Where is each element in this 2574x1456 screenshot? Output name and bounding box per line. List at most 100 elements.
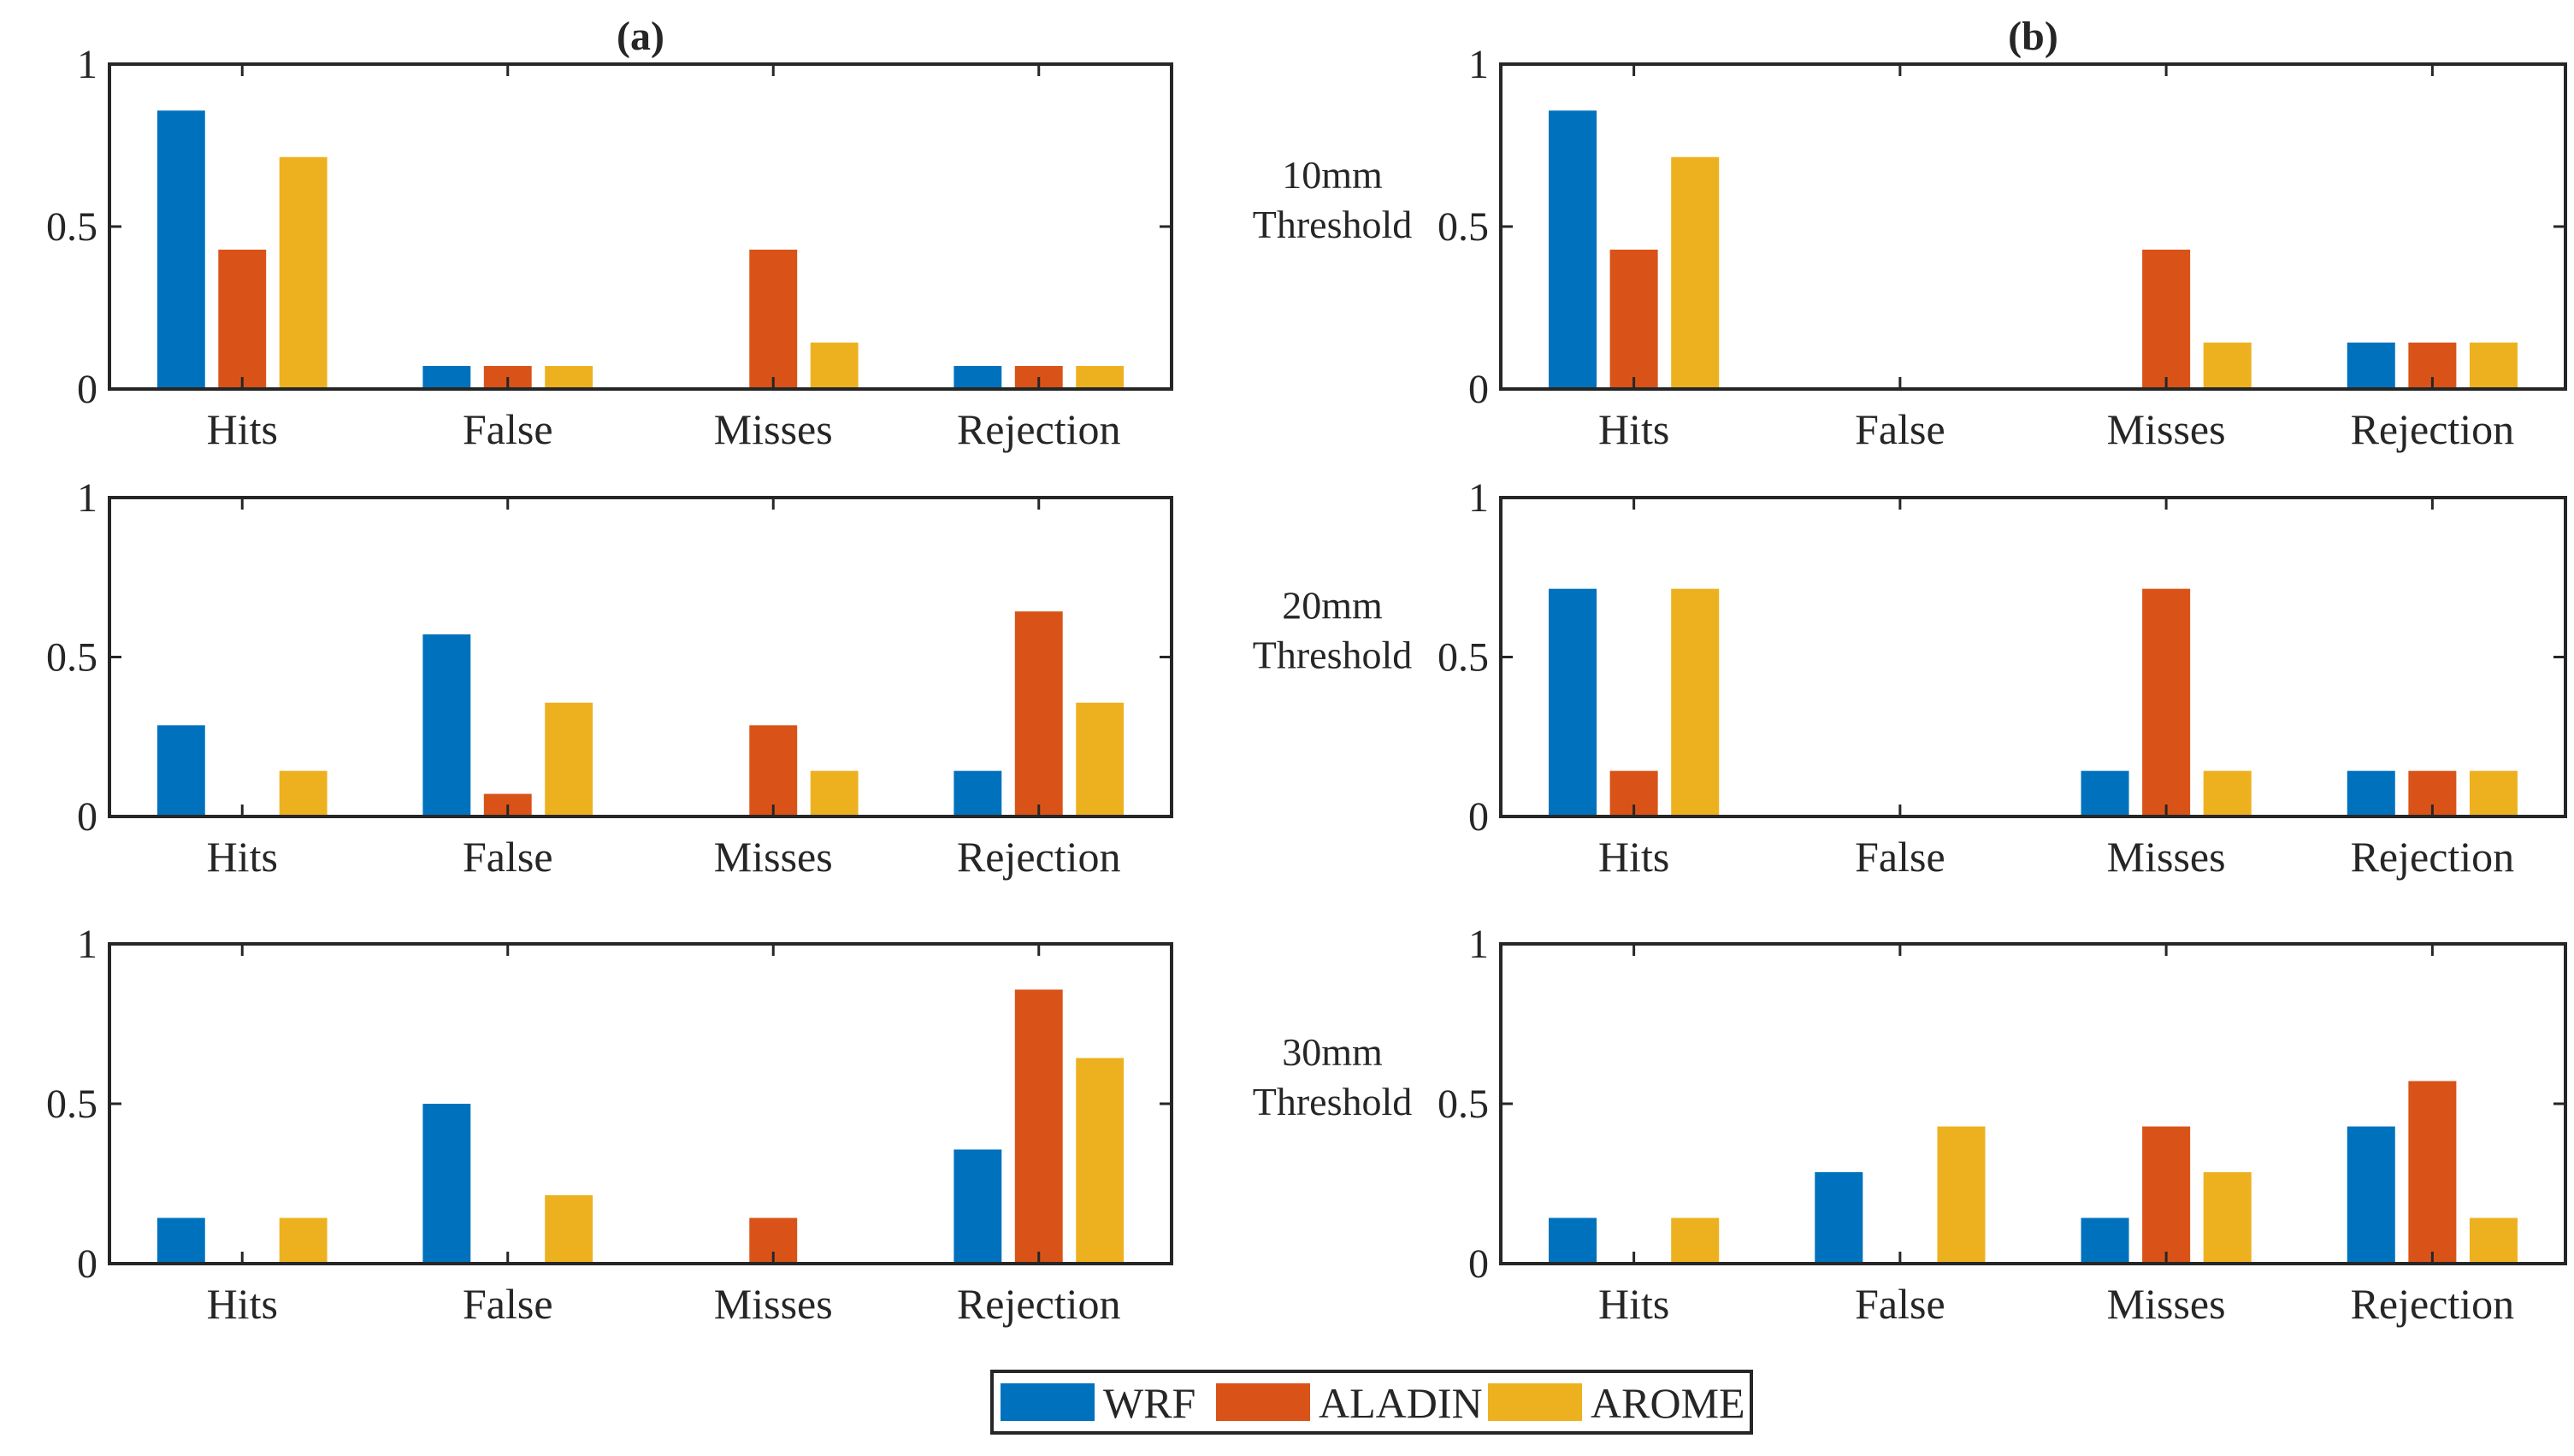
- bar-arome-false: [545, 702, 593, 816]
- row-label-2-line-1: 20mm: [1282, 584, 1383, 628]
- bar-arome-rejection: [2469, 770, 2518, 816]
- panel-b-row-1: 0 0.5 1 Hits False Misses Rejection: [1438, 42, 2567, 453]
- y-tick-label: 1: [1468, 922, 1489, 967]
- x-tick-label-rejection: Rejection: [957, 405, 1121, 453]
- bar-aladin-misses: [749, 725, 798, 816]
- y-tick-label: 0: [1468, 367, 1489, 412]
- x-tick-label-misses: Misses: [714, 833, 833, 881]
- panel-a-row-3: 0 0.5 1 Hits False Misses Rejection: [46, 922, 1173, 1328]
- bar-aladin-rejection: [1014, 989, 1063, 1264]
- bar-wrf-false: [422, 366, 471, 389]
- y-tick-label: 0: [1468, 794, 1489, 840]
- panel-title-a: (a): [617, 14, 664, 59]
- bar-wrf-false: [422, 1104, 471, 1264]
- bar-wrf-hits: [1549, 1217, 1597, 1264]
- bar-arome-hits: [1671, 1217, 1720, 1264]
- bar-wrf-misses: [2081, 770, 2129, 816]
- x-tick-label-hits: Hits: [207, 1280, 278, 1328]
- legend: WRF ALADIN AROME: [990, 1370, 1753, 1435]
- bar-arome-hits: [279, 1217, 328, 1264]
- x-tick-label-rejection: Rejection: [957, 833, 1121, 881]
- row-label-1-line-2: Threshold: [1253, 203, 1413, 246]
- legend-swatch-arome: [1488, 1383, 1582, 1421]
- x-tick-label-rejection: Rejection: [2351, 405, 2515, 453]
- bar-aladin-misses: [2142, 588, 2191, 816]
- bar-wrf-false: [422, 634, 471, 816]
- panel-b-row-2: 0 0.5 1 Hits False Misses Rejection: [1438, 475, 2567, 881]
- bar-aladin-misses: [749, 249, 798, 389]
- axes-box: [108, 62, 1173, 391]
- x-tick-label-hits: Hits: [207, 833, 278, 881]
- bar-wrf-rejection: [953, 1149, 1002, 1264]
- y-tick-label: 1: [1468, 42, 1489, 87]
- x-tick-label-misses: Misses: [714, 1280, 833, 1328]
- y-tick-label: 1: [77, 922, 97, 967]
- panel-a-row-2: 0 0.5 1 Hits False Misses Rejection: [46, 475, 1173, 881]
- bar-wrf-false: [1815, 1172, 1863, 1264]
- x-tick-label-misses: Misses: [714, 405, 833, 453]
- y-tick-label: 0: [77, 794, 97, 840]
- bar-wrf-rejection: [953, 770, 1002, 816]
- bar-arome-misses: [810, 342, 859, 389]
- bar-wrf-rejection: [2347, 770, 2395, 816]
- bar-arome-rejection: [2469, 1217, 2518, 1264]
- bar-wrf-hits: [156, 725, 205, 816]
- x-tick-label-hits: Hits: [207, 405, 278, 453]
- y-tick-label: 0.5: [1438, 1082, 1489, 1127]
- bar-arome-rejection: [1076, 366, 1125, 389]
- bar-wrf-rejection: [953, 366, 1002, 389]
- y-tick-label: 0: [77, 367, 97, 412]
- bar-wrf-hits: [156, 1217, 205, 1264]
- y-tick-label: 0.5: [46, 1082, 97, 1127]
- x-tick-label-hits: Hits: [1598, 1280, 1669, 1328]
- panel-a-row-1: 0 0.5 1 Hits False Misses Rejection: [46, 42, 1173, 453]
- x-tick-label-hits: Hits: [1598, 833, 1669, 881]
- bar-wrf-hits: [1549, 110, 1597, 389]
- bar-aladin-rejection: [1014, 611, 1063, 816]
- x-tick-label-false: False: [1855, 405, 1945, 453]
- legend-swatch-aladin: [1216, 1383, 1310, 1421]
- y-tick-label: 0: [77, 1241, 97, 1287]
- x-tick-label-rejection: Rejection: [957, 1280, 1121, 1328]
- x-tick-label-rejection: Rejection: [2351, 833, 2515, 881]
- bar-arome-rejection: [2469, 342, 2518, 389]
- row-label-3-line-1: 30mm: [1282, 1030, 1383, 1074]
- x-tick-label-false: False: [463, 405, 553, 453]
- legend-box: [990, 1370, 1753, 1435]
- bar-arome-hits: [1671, 156, 1720, 389]
- bar-aladin-misses: [2142, 249, 2191, 389]
- legend-swatch-wrf: [1001, 1383, 1095, 1421]
- axes-box: [1499, 942, 2567, 1265]
- x-tick-label-false: False: [463, 833, 553, 881]
- bar-arome-hits: [279, 770, 328, 816]
- bar-wrf-hits: [1549, 588, 1597, 816]
- panel-b-row-3: 0 0.5 1 Hits False Misses Rejection: [1438, 922, 2567, 1328]
- bar-wrf-hits: [156, 110, 205, 389]
- y-tick-label: 1: [77, 42, 97, 87]
- bar-arome-misses: [2203, 1172, 2252, 1264]
- legend-label-wrf: WRF: [1103, 1379, 1195, 1427]
- legend-label-arome: AROME: [1591, 1379, 1745, 1427]
- legend-label-aladin: ALADIN: [1319, 1379, 1483, 1427]
- bar-aladin-misses: [2142, 1126, 2191, 1264]
- x-tick-label-hits: Hits: [1598, 405, 1669, 453]
- bar-arome-misses: [2203, 770, 2252, 816]
- row-label-2-line-2: Threshold: [1253, 634, 1413, 677]
- row-label-1-line-1: 10mm: [1282, 153, 1383, 197]
- y-tick-label: 0.5: [1438, 635, 1489, 681]
- axes-box: [1499, 496, 2567, 818]
- y-tick-label: 1: [77, 475, 97, 521]
- y-tick-label: 0: [1468, 1241, 1489, 1287]
- bar-aladin-rejection: [2408, 1081, 2457, 1264]
- bar-arome-false: [545, 366, 593, 389]
- x-tick-label-false: False: [1855, 833, 1945, 881]
- bar-arome-misses: [2203, 342, 2252, 389]
- axes-box: [108, 496, 1173, 818]
- bar-arome-hits: [279, 156, 328, 389]
- bar-wrf-misses: [2081, 1217, 2129, 1264]
- x-tick-label-rejection: Rejection: [2351, 1280, 2515, 1328]
- x-tick-label-false: False: [1855, 1280, 1945, 1328]
- y-tick-label: 0.5: [1438, 204, 1489, 250]
- y-tick-label: 1: [1468, 475, 1489, 521]
